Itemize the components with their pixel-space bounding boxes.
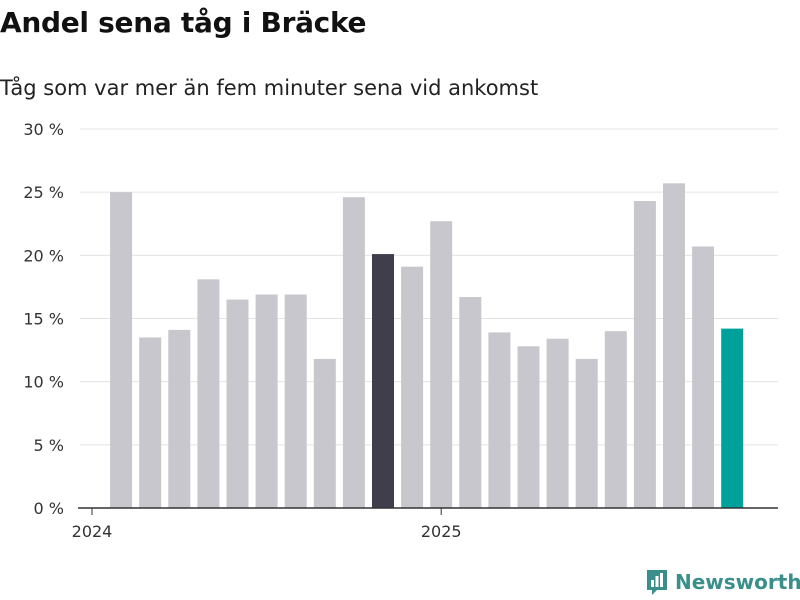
bar-2024-12 xyxy=(401,266,424,508)
bar-2025-09 xyxy=(663,183,685,508)
bar-2024-11 xyxy=(372,254,394,508)
y-tick-label: 20 % xyxy=(23,246,64,265)
gridlines xyxy=(80,128,778,446)
brand-name: Newsworthy xyxy=(675,570,800,594)
chart-subtitle: Tåg som var mer än fem minuter sena vid … xyxy=(0,76,539,100)
bar-2024-06 xyxy=(226,299,249,508)
bar-2025-03 xyxy=(488,332,511,508)
bar-2025-11 xyxy=(721,328,744,508)
x-axis: 2024 2025 xyxy=(72,507,778,541)
bar-2024-04 xyxy=(168,329,191,508)
y-tick-label: 30 % xyxy=(23,120,64,139)
bar-2024-02 xyxy=(110,192,133,508)
bar-2025-05 xyxy=(546,338,569,508)
bar-2025-07 xyxy=(604,331,627,508)
bar-2025-01 xyxy=(430,221,453,508)
bar-chart-flag-icon xyxy=(647,570,667,595)
bar-2024-09 xyxy=(313,358,336,508)
x-tick-label: 2024 xyxy=(72,522,113,541)
bar-2024-07 xyxy=(255,294,278,508)
y-tick-label: 10 % xyxy=(23,373,64,392)
newsworthy-logo: Newsworthy xyxy=(645,568,800,596)
y-tick-label: 5 % xyxy=(34,436,64,455)
bar-2025-06 xyxy=(575,358,598,508)
bar-2024-05 xyxy=(197,279,220,508)
bar-2025-02 xyxy=(459,297,482,508)
bar-2025-10 xyxy=(692,246,715,509)
bar-2025-04 xyxy=(517,346,540,508)
bar-2024-10 xyxy=(342,197,365,508)
bar-2024-08 xyxy=(284,294,307,508)
y-tick-label: 0 % xyxy=(34,499,64,518)
y-tick-label: 25 % xyxy=(23,183,64,202)
bars xyxy=(110,183,744,509)
y-axis-ticks: 0 % 5 % 10 % 15 % 20 % 25 % 30 % xyxy=(23,120,64,518)
y-tick-label: 15 % xyxy=(23,310,64,329)
bar-2025-08 xyxy=(633,201,656,508)
bar-2024-03 xyxy=(139,337,162,508)
chart-title: Andel sena tåg i Bräcke xyxy=(0,6,367,39)
x-tick-label: 2025 xyxy=(421,522,462,541)
